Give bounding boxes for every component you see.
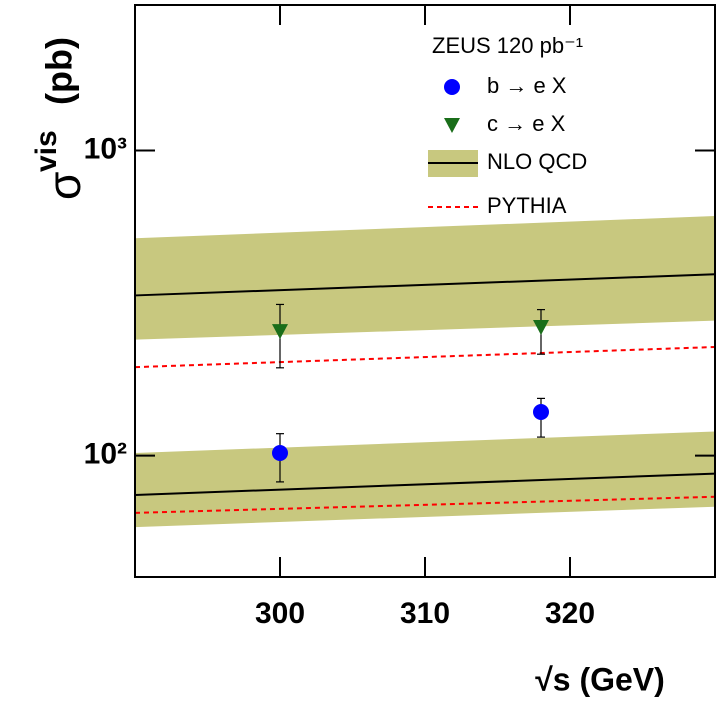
y-label-superscript: vis: [30, 130, 63, 172]
legend-label: NLO QCD: [487, 149, 587, 174]
legend-marker: [444, 79, 460, 95]
legend-label: c → e X: [487, 111, 566, 136]
y-label-symbol: σ: [38, 172, 90, 200]
band-line: [134, 273, 716, 297]
point: [533, 319, 549, 335]
point: [272, 444, 288, 461]
x-tick-label: 310: [400, 597, 450, 630]
point: [272, 324, 288, 340]
band: [135, 431, 715, 528]
legend-marker: [444, 118, 460, 133]
x-tick-label: 320: [545, 597, 595, 630]
x-tick-label: 300: [255, 597, 305, 630]
legend-label: b → e X: [487, 73, 567, 98]
legend-title: ZEUS 120 pb⁻¹: [432, 33, 583, 58]
y-label-unit: (pb): [39, 37, 80, 105]
band-line: [134, 472, 716, 496]
point: [533, 403, 549, 420]
line: [134, 495, 716, 514]
y-axis-label: σ vis (pb): [30, 37, 90, 200]
line: [134, 345, 716, 369]
legend-label: PYTHIA: [487, 193, 567, 218]
y-tick-label: 10³: [84, 132, 127, 165]
x-axis-label: √s (GeV): [535, 661, 665, 697]
y-tick-label: 10²: [84, 438, 127, 471]
